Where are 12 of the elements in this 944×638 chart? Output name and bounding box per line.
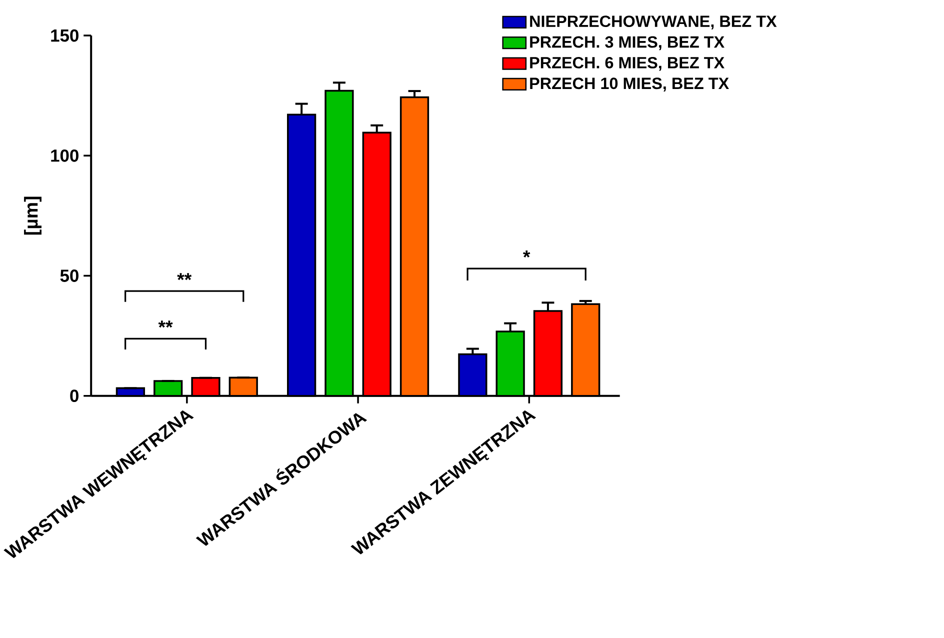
y-tick-label: 150 (51, 29, 78, 42)
annotation: ** (158, 320, 173, 328)
y-tick-label: 0 (70, 390, 78, 402)
y-tick-label: 50 (60, 269, 78, 282)
legend-label: PRZECH. 3 MIES, BEZ TX (530, 36, 724, 50)
annotation: * (522, 250, 530, 258)
legend-label: PRZECH 10 MIES, BEZ TX (530, 78, 729, 92)
annotation: ** (177, 272, 192, 280)
y-axis-title: [µm] (24, 196, 42, 234)
y-tick-label: 100 (51, 149, 78, 162)
legend-label: NIEPRZECHOWYWANE, BEZ TX (530, 15, 777, 30)
legend-label: PRZECH. 6 MIES, BEZ TX (530, 56, 724, 71)
